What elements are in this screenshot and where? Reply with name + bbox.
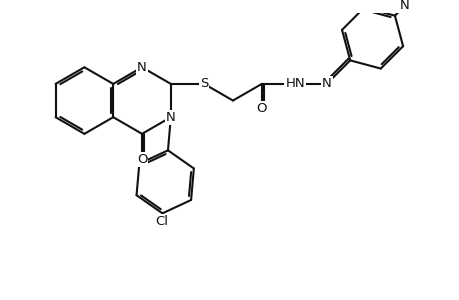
Text: S: S bbox=[200, 77, 208, 90]
Text: N: N bbox=[137, 61, 146, 74]
Text: N: N bbox=[321, 77, 331, 90]
Text: Cl: Cl bbox=[155, 215, 168, 228]
Text: N: N bbox=[166, 111, 175, 124]
Text: N: N bbox=[399, 0, 409, 12]
Text: HN: HN bbox=[285, 77, 304, 90]
Text: O: O bbox=[136, 153, 147, 166]
Text: O: O bbox=[256, 102, 267, 116]
